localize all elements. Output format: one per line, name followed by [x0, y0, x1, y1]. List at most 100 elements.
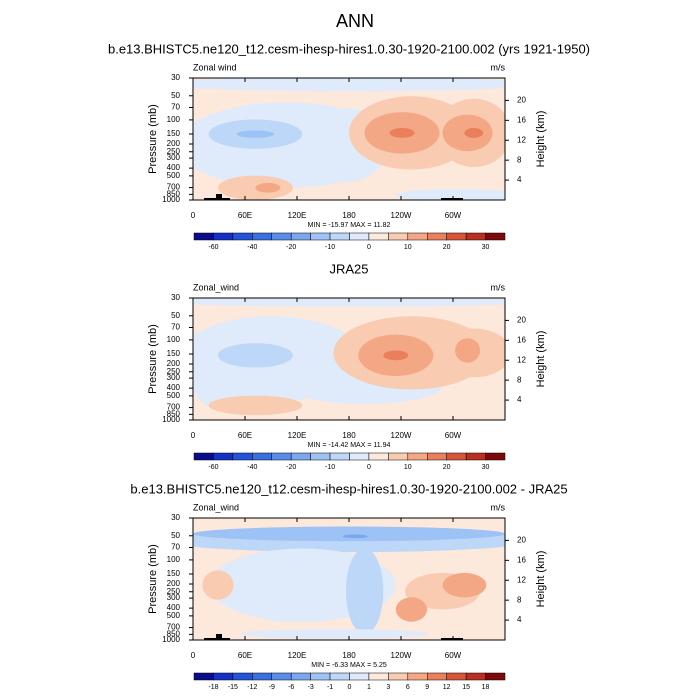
colorbar-label: 10 — [404, 244, 412, 251]
colorbar-box — [485, 672, 506, 681]
topography — [441, 198, 463, 200]
colorbar-box — [232, 672, 253, 681]
y-tick-label: 200 — [167, 579, 181, 588]
x-tick-label: 0 — [191, 651, 196, 660]
y2-axis-label: Height (km) — [535, 551, 547, 608]
colorbar-label: 3 — [386, 684, 390, 691]
colorbar-box — [407, 452, 428, 461]
stats: MIN = -6.33 MAX = 5.25 — [311, 662, 387, 669]
colorbar-label: 10 — [404, 464, 412, 471]
colorbar-box — [427, 232, 447, 241]
y-tick-label: 300 — [167, 153, 181, 162]
y2-tick-label: 4 — [517, 395, 522, 404]
field-region — [217, 343, 293, 368]
colorbar-label: 12 — [443, 684, 451, 691]
colorbar-label: 30 — [482, 244, 490, 251]
x-tick-label: 60W — [445, 651, 462, 660]
colorbar-box — [329, 452, 350, 461]
colorbar-box — [290, 232, 311, 241]
colorbar-label: -15 — [228, 684, 238, 691]
colorbar-label: 0 — [348, 684, 352, 691]
y-tick-label: 500 — [167, 391, 181, 400]
y2-tick-label: 20 — [517, 316, 526, 325]
colorbar-label: 0 — [367, 244, 371, 251]
y-tick-label: 400 — [167, 163, 181, 172]
field-region — [193, 298, 505, 307]
colorbar-box — [485, 232, 506, 241]
colorbar-label: -40 — [247, 244, 257, 251]
y-tick-label: 50 — [171, 91, 180, 100]
y2-tick-label: 8 — [517, 155, 522, 164]
colorbar-box — [271, 232, 292, 241]
colorbar-box — [446, 672, 467, 681]
colorbar-label: 20 — [443, 244, 451, 251]
y2-tick-label: 12 — [517, 355, 526, 364]
field-region — [342, 534, 368, 539]
colorbar-label: 1 — [367, 684, 371, 691]
y-tick-label: 30 — [171, 293, 180, 302]
colorbar-box — [465, 232, 486, 241]
field-region — [239, 629, 427, 639]
colorbar-label: -10 — [325, 244, 335, 251]
panel-title: b.e13.BHISTC5.ne120_t12.cesm-ihesp-hires… — [108, 41, 590, 56]
x-tick-label: 60E — [238, 651, 252, 660]
y-tick-label: 200 — [167, 359, 181, 368]
y-tick-label: 400 — [167, 603, 181, 612]
colorbar-box — [310, 452, 331, 461]
y2-axis-label: Height (km) — [535, 331, 547, 388]
y2-tick-label: 8 — [517, 595, 522, 604]
x-tick-label: 60E — [238, 211, 252, 220]
y-tick-label: 700 — [167, 183, 181, 192]
colorbar-box — [349, 452, 370, 461]
y2-tick-label: 12 — [517, 135, 526, 144]
contour-field — [193, 518, 505, 640]
colorbar-box — [290, 672, 311, 681]
colorbar-label: 9 — [425, 684, 429, 691]
y2-tick-label: 8 — [517, 375, 522, 384]
colorbar-box — [446, 232, 467, 241]
y2-tick-label: 16 — [517, 555, 526, 564]
colorbar-label: -20 — [286, 464, 296, 471]
colorbar-box — [388, 452, 409, 461]
colorbar-box — [329, 672, 350, 681]
colorbar-label: 15 — [462, 684, 470, 691]
panel-title: JRA25 — [329, 261, 368, 276]
contour-field — [193, 298, 505, 420]
y-tick-label: 100 — [167, 335, 181, 344]
colorbar-box — [329, 232, 350, 241]
field-region — [193, 78, 505, 92]
colorbar-box — [271, 452, 292, 461]
colorbar-label: 0 — [367, 464, 371, 471]
y-tick-label: 1000 — [162, 195, 180, 204]
x-tick-label: 0 — [191, 431, 196, 440]
stats: MIN = -14.42 MAX = 11.94 — [308, 442, 391, 449]
colorbar-label: 20 — [443, 464, 451, 471]
x-tick-label: 120W — [391, 211, 412, 220]
colorbar-label: 30 — [482, 464, 490, 471]
colorbar-box — [193, 672, 214, 681]
colorbar-box — [388, 232, 409, 241]
topography — [216, 194, 222, 200]
field-region — [202, 570, 234, 600]
y2-tick-label: 20 — [517, 536, 526, 545]
colorbar-box — [252, 232, 272, 241]
y-tick-label: 700 — [167, 623, 181, 632]
colorbar-box — [232, 232, 253, 241]
colorbar-box — [252, 452, 272, 461]
y-axis-label: Pressure (mb) — [147, 104, 159, 174]
y2-tick-label: 20 — [517, 96, 526, 105]
y-tick-label: 100 — [167, 555, 181, 564]
colorbar-box — [252, 672, 272, 681]
field-region — [383, 350, 409, 361]
colorbar-label: 18 — [482, 684, 490, 691]
y-tick-label: 250 — [167, 147, 181, 156]
y-axis-label: Pressure (mb) — [147, 544, 159, 614]
x-tick-label: 120E — [288, 651, 307, 660]
right-label: m/s — [491, 282, 506, 292]
figure-title: ANN — [336, 11, 374, 31]
contour-field — [193, 78, 505, 200]
field-region — [193, 526, 505, 542]
colorbar-label: -40 — [247, 464, 257, 471]
field-region — [208, 395, 303, 416]
x-tick-label: 120W — [391, 651, 412, 660]
